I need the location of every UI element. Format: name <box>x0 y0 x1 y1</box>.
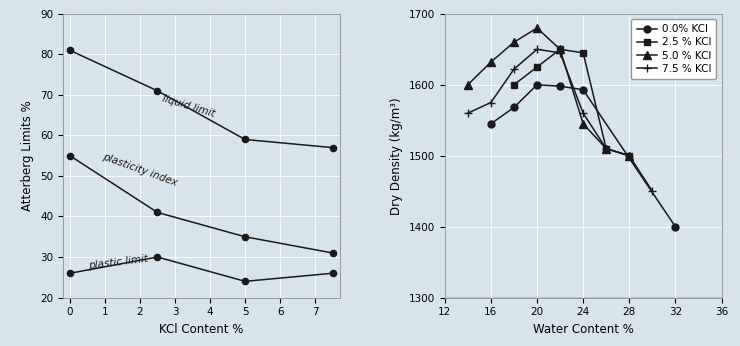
5.0 % KCl <box>463 83 472 87</box>
5.0 % KCl <box>533 26 542 30</box>
5.0 % KCl <box>602 147 610 151</box>
0.0% KCl <box>510 106 519 110</box>
X-axis label: Water Content %: Water Content % <box>533 323 633 336</box>
7.5 % KCl <box>602 147 610 151</box>
0.0% KCl <box>486 122 495 126</box>
5.0 % KCl <box>625 154 633 158</box>
2.5 % KCl <box>579 51 588 55</box>
2.5 % KCl <box>602 147 610 151</box>
X-axis label: KCl Content %: KCl Content % <box>159 323 243 336</box>
Text: liquid limit: liquid limit <box>161 94 216 119</box>
Text: plastic limit: plastic limit <box>87 254 148 271</box>
Line: 0.0% KCl: 0.0% KCl <box>488 81 679 230</box>
0.0% KCl <box>556 84 565 88</box>
2.5 % KCl <box>510 83 519 87</box>
Text: plasticity index: plasticity index <box>101 152 179 188</box>
2.5 % KCl <box>625 154 633 158</box>
0.0% KCl <box>579 88 588 92</box>
Line: 2.5 % KCl: 2.5 % KCl <box>511 46 633 159</box>
0.0% KCl <box>671 225 680 229</box>
0.0% KCl <box>533 83 542 87</box>
7.5 % KCl <box>648 189 657 193</box>
7.5 % KCl <box>486 100 495 104</box>
Line: 7.5 % KCl: 7.5 % KCl <box>464 45 656 195</box>
5.0 % KCl <box>510 40 519 44</box>
7.5 % KCl <box>510 67 519 71</box>
Y-axis label: Atterberg Limits %: Atterberg Limits % <box>21 100 35 211</box>
Legend: 0.0% KCl, 2.5 % KCl, 5.0 % KCl, 7.5 % KCl: 0.0% KCl, 2.5 % KCl, 5.0 % KCl, 7.5 % KC… <box>631 19 716 79</box>
7.5 % KCl <box>625 154 633 158</box>
Line: 5.0 % KCl: 5.0 % KCl <box>464 24 633 160</box>
7.5 % KCl <box>533 47 542 52</box>
5.0 % KCl <box>556 47 565 52</box>
2.5 % KCl <box>556 47 565 52</box>
7.5 % KCl <box>579 111 588 115</box>
2.5 % KCl <box>533 65 542 69</box>
7.5 % KCl <box>556 51 565 55</box>
5.0 % KCl <box>486 60 495 64</box>
7.5 % KCl <box>463 111 472 115</box>
5.0 % KCl <box>579 122 588 126</box>
Y-axis label: Dry Density (kg/m³): Dry Density (kg/m³) <box>390 97 403 215</box>
